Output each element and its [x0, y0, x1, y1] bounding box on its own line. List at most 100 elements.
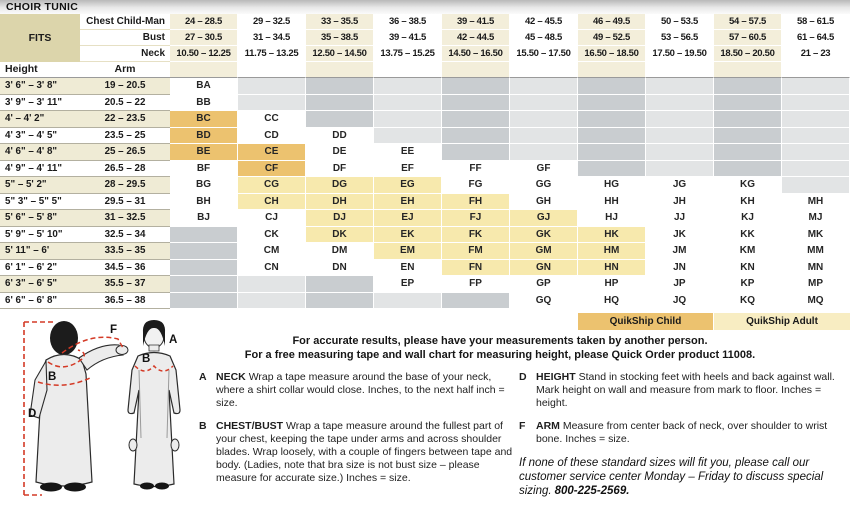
size-cell-empty: [782, 144, 850, 161]
size-cell: FN: [442, 259, 510, 276]
size-cell-empty: [374, 127, 442, 144]
size-cell: HG: [578, 177, 646, 194]
size-cell-empty: [578, 127, 646, 144]
fits-value-cell: 50 – 53.5: [646, 14, 714, 30]
size-cell: FK: [442, 226, 510, 243]
size-cell-empty: [442, 94, 510, 111]
size-cell: EE: [374, 144, 442, 161]
fits-label: FITS: [0, 14, 80, 62]
fits-value-cell: 35 – 38.5: [306, 30, 374, 46]
arm-range-cell: 33.5 – 35: [80, 243, 170, 260]
front-figure: [127, 320, 181, 490]
size-cell: JQ: [646, 292, 714, 309]
size-cell: KM: [714, 243, 782, 260]
size-cell-empty: [782, 160, 850, 177]
neck-arm-measure-lines: [37, 336, 124, 386]
size-cell-empty: [646, 160, 714, 177]
fits-table: FITS Chest Child-Man 24 – 28.5 29 – 32.5 33 …: [0, 14, 850, 62]
size-cell: MP: [782, 276, 850, 293]
instructions-right-column: D HEIGHT Stand in stocking feet with hee…: [519, 371, 850, 498]
size-cell-empty: [714, 94, 782, 111]
size-cell-empty: [510, 111, 578, 128]
size-cell: HP: [578, 276, 646, 293]
size-cell-empty: [782, 111, 850, 128]
fits-value-cell: 11.75 – 13.25: [238, 46, 306, 62]
size-cell: GN: [510, 259, 578, 276]
height-column-header: Height: [0, 62, 80, 78]
size-cell: HH: [578, 193, 646, 210]
size-cell-empty: [578, 94, 646, 111]
size-cell: KJ: [714, 210, 782, 227]
height-measure-line: [23, 321, 54, 496]
size-cell: DJ: [306, 210, 374, 227]
size-cell: FG: [442, 177, 510, 194]
size-cell-empty: [782, 94, 850, 111]
size-cell-empty: [306, 94, 374, 111]
size-cell: DK: [306, 226, 374, 243]
header-spacer-cell: [510, 62, 578, 78]
instruction-text: Wrap a tape measure around the fullest p…: [216, 420, 513, 484]
size-cell-empty: [646, 111, 714, 128]
size-cell: MQ: [782, 292, 850, 309]
size-cell: BH: [170, 193, 238, 210]
size-cell-empty: [442, 111, 510, 128]
size-cell: HQ: [578, 292, 646, 309]
size-cell: EF: [374, 160, 442, 177]
size-cell-empty: [782, 177, 850, 194]
size-cell-empty: [578, 160, 646, 177]
size-cell: EN: [374, 259, 442, 276]
size-cell: CJ: [238, 210, 306, 227]
size-cell-empty: [306, 292, 374, 309]
size-cell: HM: [578, 243, 646, 260]
size-cell: HN: [578, 259, 646, 276]
fits-value-cell: 16.50 – 18.50: [578, 46, 646, 62]
size-cell: FP: [442, 276, 510, 293]
size-cell: GF: [510, 160, 578, 177]
size-cell: JM: [646, 243, 714, 260]
fits-value-cell: 49 – 52.5: [578, 30, 646, 46]
size-cell-empty: [646, 94, 714, 111]
size-cell: JH: [646, 193, 714, 210]
size-cell: EJ: [374, 210, 442, 227]
height-range-cell: 4' – 4' 2": [0, 111, 80, 128]
size-cell: DD: [306, 127, 374, 144]
back-figure: [29, 321, 129, 492]
instruction-term: ARM: [536, 420, 560, 432]
fits-value-cell: 46 – 49.5: [578, 14, 646, 30]
size-cell: MK: [782, 226, 850, 243]
size-cell-empty: [238, 276, 306, 293]
fits-value-cell: 12.50 – 14.50: [306, 46, 374, 62]
instruction-term: CHEST/BUST: [216, 420, 284, 432]
size-cell: HK: [578, 226, 646, 243]
size-cell: CF: [238, 160, 306, 177]
size-cell: JK: [646, 226, 714, 243]
fits-value-cell: 53 – 56.5: [646, 30, 714, 46]
arm-range-cell: 36.5 – 38: [80, 292, 170, 309]
instruction-letter: D: [519, 371, 527, 383]
size-cell-empty: [782, 127, 850, 144]
arm-range-cell: 35.5 – 37: [80, 276, 170, 293]
size-cell: DM: [306, 243, 374, 260]
size-cell-empty: [170, 276, 238, 293]
size-cell: KQ: [714, 292, 782, 309]
size-cell-empty: [646, 78, 714, 95]
size-cell-empty: [510, 144, 578, 161]
instruction-item-chest: B CHEST/BUST Wrap a tape measure around …: [199, 420, 513, 485]
size-cell-empty: [442, 127, 510, 144]
fits-value-cell: 27 – 30.5: [170, 30, 238, 46]
fits-value-cell: 24 – 28.5: [170, 14, 238, 30]
arm-range-cell: 26.5 – 28: [80, 160, 170, 177]
height-range-cell: 5" – 5' 2": [0, 177, 80, 194]
size-cell: CK: [238, 226, 306, 243]
page-title: CHOIR TUNIC: [0, 0, 850, 14]
instruction-text: Measure from center back of neck, over s…: [536, 420, 828, 445]
instruction-letter: F: [519, 420, 526, 432]
height-range-cell: 5' 9" – 5' 10": [0, 226, 80, 243]
header-spacer-cell: [306, 62, 374, 78]
size-cell-empty: [510, 127, 578, 144]
fits-value-cell: 42 – 45.5: [510, 14, 578, 30]
size-cell: CG: [238, 177, 306, 194]
size-cell: CN: [238, 259, 306, 276]
arm-range-cell: 34.5 – 36: [80, 259, 170, 276]
size-cell: EH: [374, 193, 442, 210]
